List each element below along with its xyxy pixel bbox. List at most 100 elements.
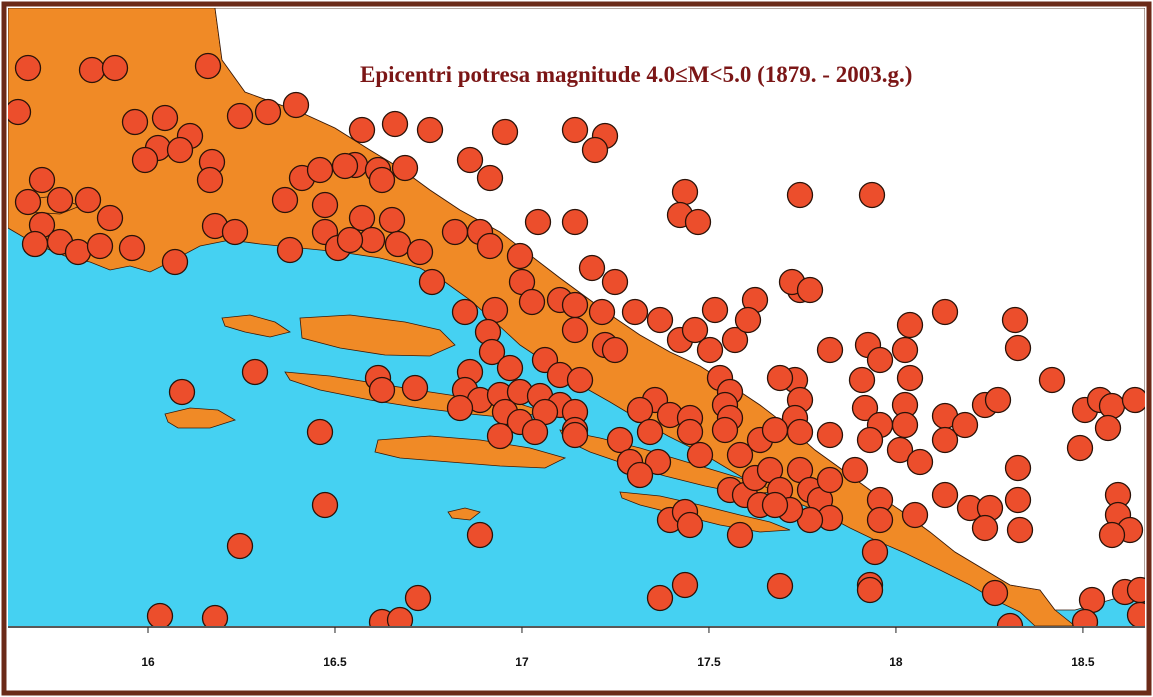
epicenter-marker	[646, 306, 674, 334]
epicenter-marker	[486, 422, 514, 450]
epicenter-marker	[711, 416, 739, 444]
epicenter-marker	[118, 234, 146, 262]
epicenter-marker	[766, 572, 794, 600]
epicenter-marker	[196, 166, 224, 194]
epicenter-marker	[886, 436, 914, 464]
epicenter-marker	[1001, 306, 1029, 334]
epicenter-marker	[406, 238, 434, 266]
epicenter-marker	[906, 448, 934, 476]
map-area	[8, 8, 1145, 626]
epicenter-marker	[451, 298, 479, 326]
epicenter-marker	[166, 136, 194, 164]
epicenter-marker	[561, 208, 589, 236]
epicenter-marker	[606, 426, 634, 454]
epicenter-marker	[1004, 486, 1032, 514]
epicenter-marker	[601, 336, 629, 364]
epicenter-marker	[306, 156, 334, 184]
epicenter-marker	[1121, 386, 1145, 414]
epicenter-marker	[386, 606, 414, 626]
epicenter-marker	[348, 204, 376, 232]
epicenter-marker	[896, 311, 924, 339]
epicenter-marker	[1098, 392, 1126, 420]
epicenter-marker	[521, 418, 549, 446]
epicenter-marker	[841, 456, 869, 484]
epicenter-marker	[931, 298, 959, 326]
epicenter-marker	[588, 298, 616, 326]
epicenter-marker	[681, 316, 709, 344]
epicenter-marker	[1038, 366, 1066, 394]
epicenter-marker	[786, 418, 814, 446]
epicenter-marker	[726, 441, 754, 469]
island-brac	[299, 314, 456, 357]
epicenter-marker	[331, 152, 359, 180]
epicenter-marker	[866, 346, 894, 374]
epicenter-marker	[391, 154, 419, 182]
epicenter-marker	[984, 386, 1012, 414]
epicenter-marker	[78, 56, 106, 84]
island-lastovo	[447, 507, 481, 521]
island-solta	[221, 314, 291, 338]
epicenter-marker	[74, 186, 102, 214]
epicenter-marker	[676, 418, 704, 446]
epicenter-marker	[524, 208, 552, 236]
epicenter-marker	[64, 238, 92, 266]
x-tick-label: 17	[515, 655, 529, 669]
epicenter-marker	[566, 366, 594, 394]
epicenter-marker	[226, 102, 254, 130]
epicenter-marker	[194, 52, 222, 80]
epicenter-marker	[348, 116, 376, 144]
epicenter-marker	[601, 268, 629, 296]
epicenter-marker	[684, 208, 712, 236]
epicenter-marker	[721, 326, 749, 354]
epicenter-marker	[311, 491, 339, 519]
epicenter-marker	[1071, 608, 1099, 626]
epicenter-marker	[621, 298, 649, 326]
epicenter-marker	[671, 178, 699, 206]
epicenter-marker	[981, 579, 1009, 607]
epicenter-markers	[8, 52, 1145, 626]
epicenter-marker	[28, 166, 56, 194]
epicenter-marker	[626, 461, 654, 489]
epicenter-marker	[404, 584, 432, 612]
epicenter-marker	[506, 242, 534, 270]
epicenter-marker	[14, 188, 42, 216]
epicenter-marker	[86, 232, 114, 260]
epicenter-marker	[226, 532, 254, 560]
epicenter-marker	[478, 338, 506, 366]
epicenter-marker	[644, 448, 672, 476]
epicenter-marker	[518, 288, 546, 316]
epicenter-marker	[734, 306, 762, 334]
epicenter-marker	[476, 232, 504, 260]
epicenter-marker	[336, 226, 364, 254]
epicenter-marker	[578, 254, 606, 282]
epicenter-marker	[896, 364, 924, 392]
epicenter-marker	[866, 506, 894, 534]
epicenter-marker	[496, 354, 524, 382]
epicenter-marker	[241, 358, 269, 386]
epicenter-marker	[466, 521, 494, 549]
epicenter-marker	[891, 411, 919, 439]
epicenter-marker	[796, 276, 824, 304]
epicenter-marker	[951, 411, 979, 439]
epicenter-marker	[446, 394, 474, 422]
epicenter-marker	[861, 538, 889, 566]
x-tick-label: 16.5	[323, 655, 347, 669]
epicenter-marker	[816, 336, 844, 364]
epicenter-marker	[816, 466, 844, 494]
epicenter-marker	[254, 98, 282, 126]
epicenter-marker	[381, 110, 409, 138]
epicenter-marker	[491, 118, 519, 146]
epicenter-marker	[686, 441, 714, 469]
epicenter-marker	[358, 226, 386, 254]
epicenter-marker	[996, 612, 1024, 626]
epicenter-marker	[276, 236, 304, 264]
epicenter-marker	[46, 186, 74, 214]
epicenter-marker	[201, 604, 229, 626]
epicenter-marker	[856, 576, 884, 604]
epicenter-marker	[121, 108, 149, 136]
epicenter-marker	[384, 230, 412, 258]
epicenter-marker	[901, 501, 929, 529]
